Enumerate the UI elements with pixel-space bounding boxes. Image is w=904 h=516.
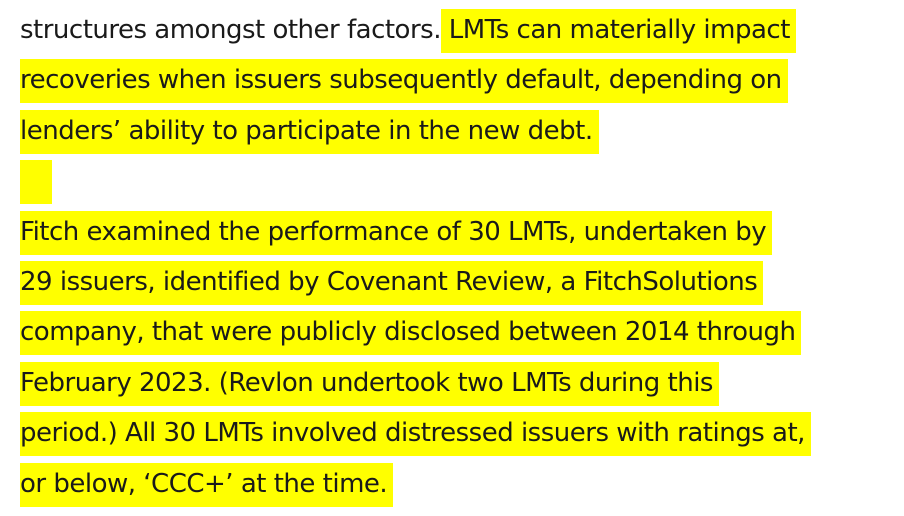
paragraph-fitch-examination: Fitch examined the performance of 30 LMT… — [20, 207, 900, 509]
highlight-gap-mark — [20, 159, 52, 204]
unhighlighted-text: structures amongst other factors. — [20, 15, 441, 45]
highlighted-text: recoveries when issuers subsequently def… — [20, 59, 788, 104]
text-line: period.) All 30 LMTs involved distressed… — [20, 408, 900, 458]
highlighted-text: LMTs can materially impact — [440, 9, 796, 53]
highlighted-text: lenders’ ability to participate in the n… — [20, 109, 599, 154]
highlighted-text: company, that were publicly disclosed be… — [20, 311, 802, 356]
text-line: February 2023. (Revlon undertook two LMT… — [20, 358, 900, 408]
article-body: structures amongst other factors. LMTs c… — [20, 5, 900, 509]
text-line: lenders’ ability to participate in the n… — [20, 106, 900, 156]
text-line: or below, ‘CCC+’ at the time. — [20, 459, 900, 509]
highlighted-text: February 2023. (Revlon undertook two LMT… — [20, 361, 719, 406]
highlighted-text: Fitch examined the performance of 30 LMT… — [20, 210, 773, 255]
text-line: recoveries when issuers subsequently def… — [20, 55, 900, 105]
text-line: 29 issuers, identified by Covenant Revie… — [20, 257, 900, 307]
text-line: Fitch examined the performance of 30 LMT… — [20, 207, 900, 257]
text-line: structures amongst other factors. LMTs c… — [20, 5, 900, 55]
text-line: company, that were publicly disclosed be… — [20, 307, 900, 357]
highlighted-text: or below, ‘CCC+’ at the time. — [20, 462, 394, 507]
highlighted-text: 29 issuers, identified by Covenant Revie… — [20, 260, 764, 305]
highlighted-text: period.) All 30 LMTs involved distressed… — [20, 412, 811, 457]
paragraph-lmt-recoveries: structures amongst other factors. LMTs c… — [20, 5, 900, 156]
paragraph-gap — [20, 156, 900, 206]
